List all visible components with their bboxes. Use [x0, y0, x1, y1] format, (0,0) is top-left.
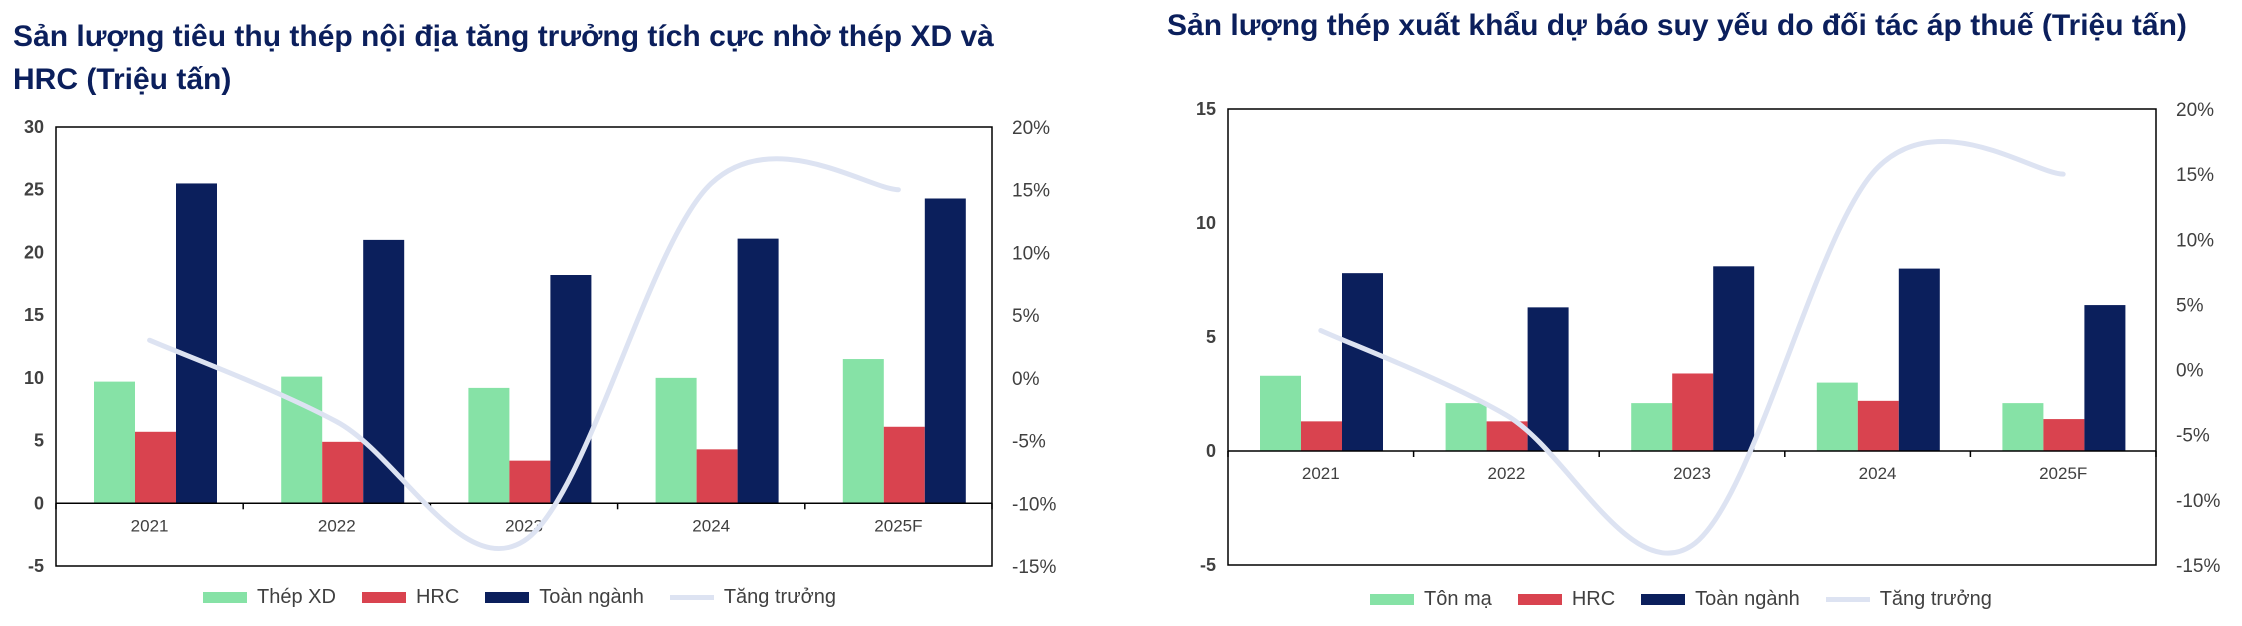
y-right-tick-label: -15%: [1012, 557, 1056, 578]
chart-title-export: Sản lượng thép xuất khẩu dự báo suy yếu …: [1167, 9, 2187, 42]
bar-toàn-ngành-2025F: [924, 198, 966, 504]
y-left-tick-label: -5: [28, 556, 44, 576]
bar-hrc-2021: [1301, 421, 1342, 451]
bar-hrc-2025F: [883, 426, 925, 504]
y-left-tick-label: 10: [24, 368, 44, 388]
y-left-tick-label: 25: [24, 180, 44, 200]
legend-swatch: [1825, 597, 1870, 602]
y-right-tick-label: 10%: [1012, 243, 1050, 264]
bar-hrc-2023: [509, 460, 551, 504]
legend-swatch: [1641, 594, 1686, 605]
legend-swatch: [1370, 594, 1414, 605]
bar-hrc-2024: [696, 449, 738, 504]
bar-toàn-ngành-2025F: [2084, 305, 2126, 451]
bar-toàn-ngành-2022: [1527, 307, 1569, 451]
legend-swatch: [361, 592, 406, 603]
x-tick-label: 2022: [318, 516, 356, 535]
y-right-tick-label: -15%: [2176, 556, 2220, 577]
legend-swatch: [669, 595, 714, 600]
legend-item: Tăng trưởng: [669, 586, 836, 609]
growth-line: [147, 156, 901, 551]
y-right-tick-label: -10%: [2176, 491, 2220, 512]
y-right-tick-label: 15%: [1012, 181, 1050, 202]
x-tick-label: 2025F: [2039, 464, 2087, 483]
bar-tôn-mạ-2024: [1816, 382, 1858, 451]
bar-toàn-ngành-2023: [550, 275, 592, 504]
y-right-tick-label: 10%: [2176, 230, 2214, 251]
y-right-tick-label: 20%: [1012, 118, 1050, 139]
y-left-tick-label: 0: [1206, 441, 1216, 461]
bar-hrc-2023: [1672, 373, 1714, 451]
bar-tôn-mạ-2022: [1445, 403, 1487, 451]
chart-title-domestic: Sản lượng tiêu thụ thép nội địa tăng trư…: [13, 20, 994, 96]
x-tick-label: 2021: [1302, 464, 1340, 483]
bar-toàn-ngành-2021: [176, 183, 217, 504]
y-right-tick-label: 5%: [1012, 306, 1040, 327]
legend-item: Thép XD: [203, 586, 336, 609]
bar-hrc-2025F: [2043, 419, 2085, 451]
bar-tôn-mạ-2021: [1260, 375, 1301, 451]
bar-hrc-2021: [135, 431, 176, 504]
y-right-tick-label: 15%: [2176, 165, 2214, 186]
bar-toàn-ngành-2024: [1898, 268, 1940, 451]
legend-swatch: [1517, 594, 1562, 605]
y-left-tick-label: 0: [34, 493, 44, 513]
legend-item: Toàn ngành: [485, 586, 644, 609]
legend-export: Tôn mạ HRC Toàn ngành Tăng trưởng: [1370, 588, 1992, 611]
legend-item: Tôn mạ: [1370, 588, 1492, 611]
y-left-tick-label: 10: [1196, 213, 1216, 233]
y-left-tick-label: 5: [1206, 327, 1216, 347]
bar-toàn-ngành-2023: [1713, 266, 1755, 451]
bar-tôn-mạ-2025F: [2002, 403, 2044, 451]
bar-thép-xd-2021: [94, 381, 135, 504]
y-left-tick-label: 15: [24, 305, 44, 325]
plot-frame: [55, 126, 993, 567]
x-tick-label: 2023: [1673, 464, 1711, 483]
bar-hrc-2022: [322, 441, 364, 504]
bar-thép-xd-2023: [468, 387, 510, 504]
x-tick-label: 2024: [692, 516, 730, 535]
bar-thép-xd-2024: [655, 377, 697, 504]
legend-item: HRC: [1517, 588, 1616, 611]
y-left-tick-label: -5: [1200, 555, 1216, 575]
legend-label: Tăng trưởng: [1879, 588, 1992, 610]
x-tick-label: 2025F: [874, 516, 922, 535]
y-right-tick-label: -5%: [2176, 426, 2210, 447]
x-tick-label: 2024: [1859, 464, 1897, 483]
legend-label: Tăng trưởng: [723, 586, 836, 608]
legend-label: Toàn ngành: [1695, 588, 1800, 610]
legend-label: HRC: [415, 586, 460, 608]
y-right-tick-label: 0%: [2176, 361, 2204, 382]
legend-label: Tôn mạ: [1424, 588, 1492, 610]
x-tick-label: 2021: [131, 516, 169, 535]
y-left-tick-label: 15: [1196, 99, 1216, 119]
legend-domestic: Thép XD HRC Toàn ngành Tăng trưởng: [203, 586, 836, 609]
y-right-tick-label: -5%: [1012, 432, 1046, 453]
bar-thép-xd-2025F: [842, 359, 884, 504]
legend-item: Tăng trưởng: [1825, 588, 1992, 611]
bar-toàn-ngành-2024: [737, 238, 779, 504]
y-right-tick-label: 20%: [2176, 100, 2214, 121]
bar-tôn-mạ-2023: [1631, 403, 1673, 451]
legend-label: Toàn ngành: [539, 586, 644, 608]
legend-item: Toàn ngành: [1641, 588, 1800, 611]
legend-swatch: [203, 592, 247, 603]
bar-hrc-2024: [1857, 400, 1899, 451]
legend-item: HRC: [361, 586, 460, 609]
bar-toàn-ngành-2021: [1342, 273, 1383, 451]
x-tick-label: 2022: [1487, 464, 1525, 483]
legend-label: Thép XD: [257, 586, 336, 608]
y-left-tick-label: 30: [24, 117, 44, 137]
y-left-tick-label: 20: [24, 242, 44, 262]
chart-domestic: 2021 2022 2023 2024 2025F302520151050-520%15…: [24, 117, 1056, 578]
y-right-tick-label: -10%: [1012, 494, 1056, 515]
legend-swatch: [485, 592, 530, 603]
y-left-tick-label: 5: [34, 431, 44, 451]
legend-label: HRC: [1571, 588, 1616, 610]
growth-line: [1318, 139, 2066, 556]
y-right-tick-label: 5%: [2176, 295, 2204, 316]
y-right-tick-label: 0%: [1012, 369, 1040, 390]
plot-frame: [1227, 108, 2157, 566]
